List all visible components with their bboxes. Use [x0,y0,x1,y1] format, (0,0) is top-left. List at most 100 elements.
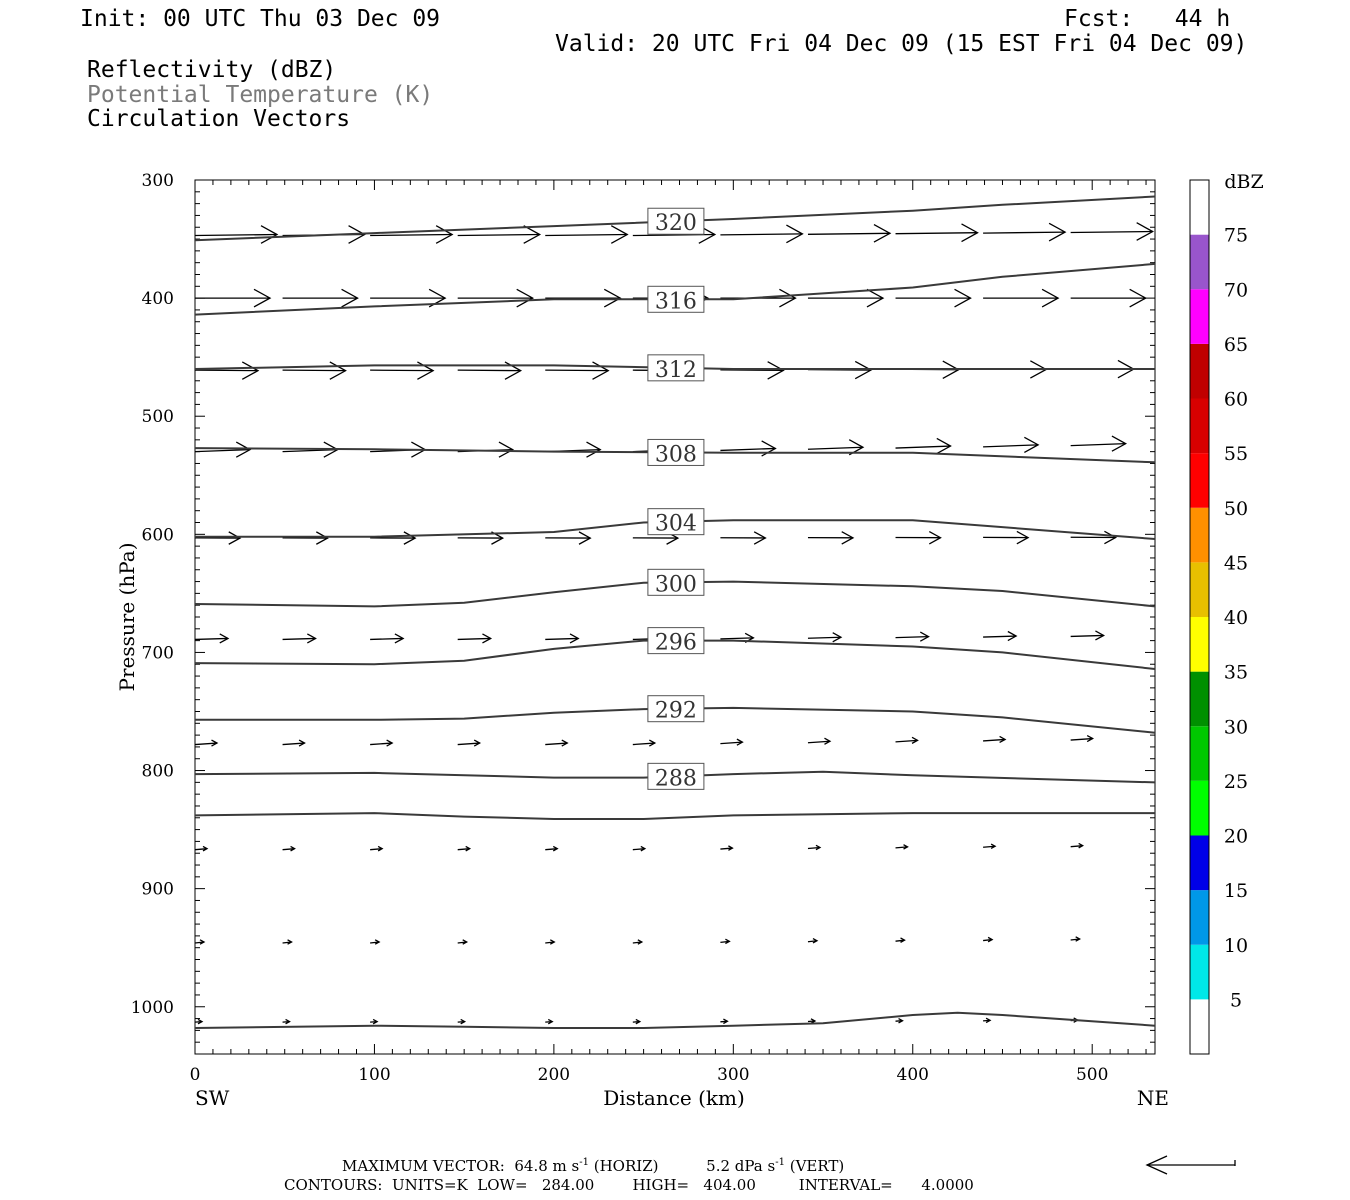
isentrope-line [195,364,1155,370]
contour-label-box [647,354,705,382]
vector-head [285,1018,291,1025]
vector-head [197,1018,204,1025]
vector-shaft [457,369,521,372]
contour-label: 308 [655,442,697,467]
vector-shaft [895,232,978,235]
vector-shaft [807,636,841,639]
x-tick-label: 200 [538,1065,570,1085]
y-tick-label: 800 [142,762,174,782]
vector-head [253,288,272,308]
vector-shaft [720,741,743,745]
contours-info-text: CONTOURS: UNITS=K LOW= 284.00 HIGH= 404.… [284,1176,974,1194]
isentropes [195,195,1155,1029]
vector-head [298,739,306,747]
vector-shaft [983,738,1006,742]
x-axis-title: Distance (km) [603,1086,745,1110]
colorbar-segment [1190,343,1209,399]
vector-head [578,531,592,545]
vector-head [386,739,394,747]
colorbar-segment [1190,617,1209,672]
vector-head [928,530,942,545]
vector-shaft [545,848,558,851]
contour-labels: 320 316 312 308 304 300 296 292 288 [647,207,705,791]
colorbar-segment [1190,726,1209,781]
valid-time: Valid: 20 UTC Fri 04 Dec 09 (15 EST Fri … [555,31,1248,57]
vector-head [516,288,535,308]
colorbar-tick-label: 50 [1224,498,1248,520]
vector-head [199,939,206,945]
vector-head [1016,530,1030,545]
colorbar-tick-label: 75 [1224,225,1248,247]
isentrope-line [195,706,1155,734]
vector-shaft [807,846,821,850]
y-tick-label: 1000 [131,998,174,1018]
vector-head [753,531,767,545]
vector-shaft [195,848,208,851]
init-time: Init: 00 UTC Thu 03 Dec 09 [80,6,441,32]
vector-head [873,223,892,243]
vector-shaft [370,369,434,372]
vector-head [779,288,797,308]
x-right-end-label: NE [1137,1086,1169,1110]
vector-shaft [720,847,733,850]
vector-head [990,843,997,850]
colorbar-segment [1190,671,1209,727]
colorbar-segment [1190,835,1209,891]
vector-shaft [1070,845,1083,848]
vector-shaft [720,447,776,452]
vector-shaft [282,637,316,641]
vector-shaft [195,742,218,746]
vector-head [348,225,366,244]
vector-head [635,1018,642,1025]
vector-head [1086,734,1095,743]
isentrope-line [195,1011,1155,1029]
field-vectors-label: Circulation Vectors [87,106,351,132]
contour-label: 296 [655,631,697,656]
vector-head [1024,436,1040,453]
vector-head [1136,222,1155,241]
axis-ticks [194,179,1155,1055]
colorbar-segment [1190,398,1209,454]
vector-head [987,936,994,943]
colorbar-tick-label: 40 [1224,607,1248,629]
vector-head [725,938,731,945]
vector-shaft [983,231,1066,234]
vector-shaft [370,742,393,746]
forecast-hour: Fcst: 44 h [1064,6,1231,32]
vector-shaft [282,742,305,746]
isentrope-line [195,519,1155,540]
vector-shaft [983,444,1039,448]
isentrope-line [195,447,1155,464]
vector-shaft [457,637,491,641]
vector-head [640,845,647,852]
vector-shaft [370,848,383,851]
vector-shaft [457,848,470,851]
vector-shaft [282,369,346,372]
vector-head [435,225,454,244]
vector-shaft [457,742,480,746]
vector-shaft [807,446,863,450]
vector-head [649,739,657,747]
vector-head [866,288,885,308]
colorbar-tick-label: 65 [1224,334,1248,356]
vector-head [1078,842,1085,849]
vector-shaft [545,233,628,237]
colorbar-tick-label: 15 [1224,880,1248,902]
vector-head [786,224,804,244]
vector-head [1111,435,1128,452]
vector-head [592,361,610,380]
vector-head [954,288,972,308]
vector-head [241,361,260,380]
vector-head [287,939,293,945]
vector-head [736,738,744,746]
y-tick-label: 400 [142,289,174,309]
vector-head [394,633,405,644]
vector-shaft [895,635,929,639]
reference-vector-arrow [1145,1155,1236,1175]
vector-head [473,739,482,747]
x-tick-label: 500 [1076,1065,1108,1085]
vector-shaft [195,637,229,641]
contour-label-box [647,762,705,790]
contour-label-box [647,568,705,596]
vector-head [316,531,329,545]
